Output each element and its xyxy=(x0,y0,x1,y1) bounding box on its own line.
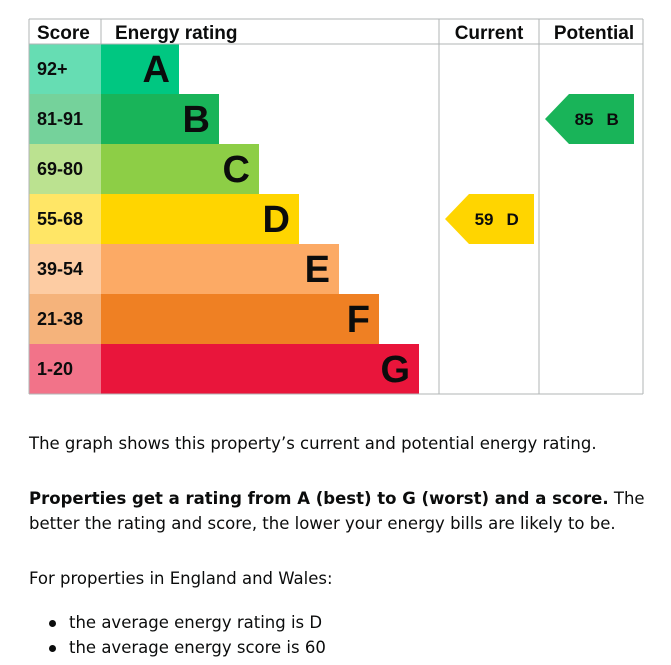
score-range-e: 39-54 xyxy=(37,259,83,279)
score-range-c: 69-80 xyxy=(37,159,83,179)
score-header: Score xyxy=(37,23,90,44)
rating-bar-b xyxy=(101,94,219,144)
rating-bar-f xyxy=(101,294,379,344)
potential-header: Potential xyxy=(554,23,634,44)
rating-bar-a xyxy=(101,44,179,94)
rating-explanation: Properties get a rating from A (best) to… xyxy=(29,486,649,536)
potential-band-label: B xyxy=(607,110,619,129)
score-cell-f xyxy=(29,294,101,344)
region-note: For properties in England and Wales: xyxy=(29,569,333,588)
graph-description: The graph shows this property’s current … xyxy=(29,434,597,453)
rating-letter-b: B xyxy=(183,99,210,141)
rating-bar-d xyxy=(101,194,299,244)
rating-explanation-rest: The better the rating and score, the low… xyxy=(29,489,645,533)
rating-letter-d: D xyxy=(263,199,290,241)
current-header: Current xyxy=(455,23,524,44)
rating-letter-c: C xyxy=(223,149,250,191)
average-score-item: the average energy score is 60 xyxy=(29,635,326,660)
rating-letter-e: E xyxy=(305,249,330,291)
score-range-d: 55-68 xyxy=(37,209,83,229)
score-range-a: 92+ xyxy=(37,59,68,79)
score-cell-d xyxy=(29,194,101,244)
score-range-f: 21-38 xyxy=(37,309,83,329)
potential-arrow xyxy=(545,94,634,144)
average-list: the average energy rating is D the avera… xyxy=(29,610,326,660)
energy-rating-header: Energy rating xyxy=(115,23,237,44)
rating-bar-e xyxy=(101,244,339,294)
score-cell-a xyxy=(29,44,101,94)
current-score-label: 59 xyxy=(475,210,494,229)
score-range-g: 1-20 xyxy=(37,359,73,379)
potential-score-label: 85 xyxy=(575,110,594,129)
score-cell-e xyxy=(29,244,101,294)
current-arrow xyxy=(445,194,534,244)
score-cell-c xyxy=(29,144,101,194)
rating-bar-g xyxy=(101,344,419,394)
rating-letter-g: G xyxy=(380,349,410,391)
average-rating-item: the average energy rating is D xyxy=(29,610,326,635)
current-band-label: D xyxy=(507,210,519,229)
rating-explanation-bold: Properties get a rating from A (best) to… xyxy=(29,489,609,508)
rating-bar-c xyxy=(101,144,259,194)
energy-rating-chart: Score Energy rating Current Potential 92+ A 81… xyxy=(28,18,644,395)
score-cell-b xyxy=(29,94,101,144)
score-range-b: 81-91 xyxy=(37,109,83,129)
rating-letter-f: F xyxy=(347,299,370,341)
rating-letter-a: A xyxy=(143,49,170,91)
score-cell-g xyxy=(29,344,101,394)
